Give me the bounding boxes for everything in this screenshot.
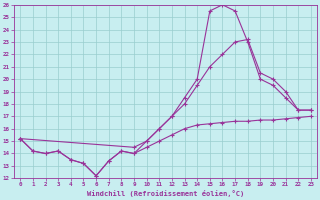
X-axis label: Windchill (Refroidissement éolien,°C): Windchill (Refroidissement éolien,°C) bbox=[87, 190, 244, 197]
